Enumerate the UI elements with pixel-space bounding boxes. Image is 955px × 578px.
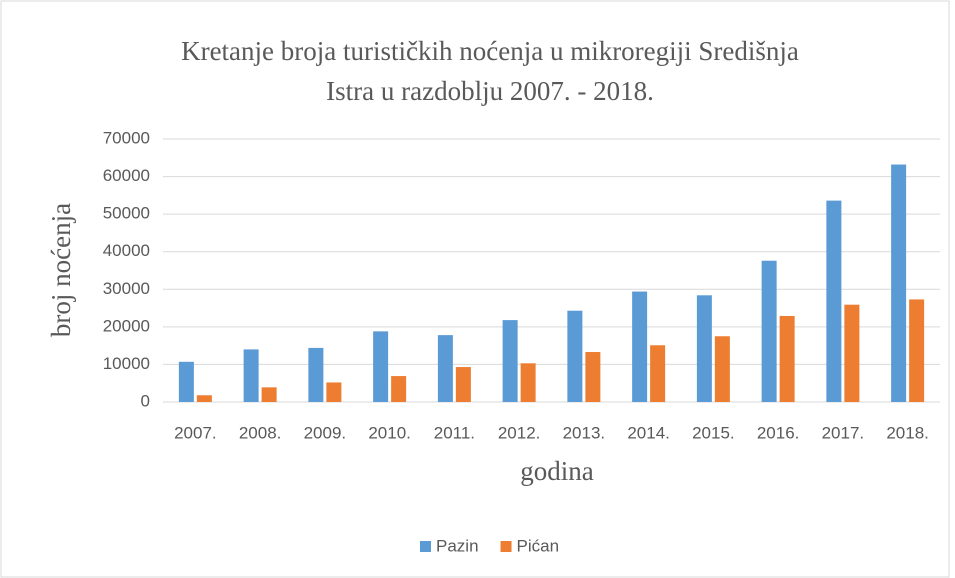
bar bbox=[196, 395, 212, 402]
legend-swatch bbox=[420, 541, 431, 552]
bar bbox=[308, 347, 324, 402]
bar bbox=[502, 320, 518, 402]
y-tick-label: 70000 bbox=[103, 128, 150, 147]
bar bbox=[178, 361, 194, 402]
bar bbox=[243, 349, 259, 402]
x-tick-label: 2009. bbox=[304, 423, 347, 442]
y-tick-label: 10000 bbox=[103, 354, 150, 373]
x-tick-label: 2016. bbox=[757, 423, 800, 442]
legend-label: Pazin bbox=[436, 536, 479, 555]
x-tick-label: 2018. bbox=[886, 423, 929, 442]
bar bbox=[696, 295, 712, 402]
bar bbox=[844, 304, 860, 402]
bar bbox=[326, 382, 342, 402]
y-tick-label: 40000 bbox=[103, 241, 150, 260]
x-tick-label: 2010. bbox=[368, 423, 411, 442]
x-tick-label: 2008. bbox=[239, 423, 282, 442]
chart-title: Istra u razdoblju 2007. - 2018. bbox=[326, 76, 654, 106]
y-tick-label: 50000 bbox=[103, 204, 150, 223]
bar bbox=[714, 336, 730, 402]
bar bbox=[261, 387, 277, 402]
bar bbox=[567, 310, 583, 402]
y-tick-label: 0 bbox=[141, 391, 150, 410]
bar bbox=[437, 335, 453, 402]
x-tick-label: 2007. bbox=[174, 423, 217, 442]
legend-swatch bbox=[500, 541, 512, 552]
x-tick-label: 2013. bbox=[563, 423, 606, 442]
legend-label: Pićan bbox=[517, 536, 560, 555]
x-tick-label: 2014. bbox=[627, 423, 670, 442]
x-tick-label: 2015. bbox=[692, 423, 735, 442]
bar bbox=[650, 345, 666, 402]
bar bbox=[826, 200, 842, 402]
y-tick-label: 60000 bbox=[103, 166, 150, 185]
bar bbox=[373, 331, 389, 402]
y-tick-label: 20000 bbox=[103, 316, 150, 335]
bar bbox=[520, 363, 536, 402]
y-tick-label: 30000 bbox=[103, 279, 150, 298]
bar bbox=[455, 367, 471, 402]
x-tick-label: 2011. bbox=[434, 423, 475, 442]
bar bbox=[909, 299, 925, 402]
bar bbox=[585, 352, 601, 402]
x-tick-label: 2012. bbox=[498, 423, 541, 442]
bar bbox=[891, 164, 907, 402]
bar bbox=[391, 376, 407, 402]
chart-title: Kretanje broja turističkih noćenja u mik… bbox=[181, 36, 799, 66]
x-tick-label: 2017. bbox=[822, 423, 865, 442]
bar bbox=[632, 291, 648, 402]
x-axis-title: godina bbox=[520, 456, 594, 486]
bar bbox=[779, 315, 795, 402]
bar bbox=[761, 260, 777, 402]
y-axis-title: broj noćenja bbox=[46, 203, 76, 337]
